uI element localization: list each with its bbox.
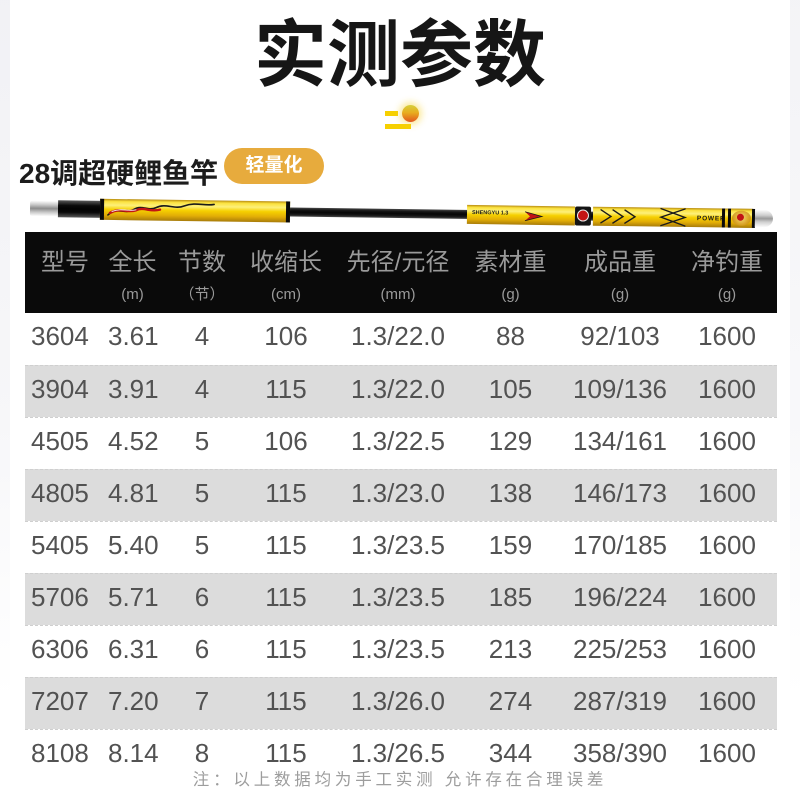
svg-text:SHENGYU 1.3: SHENGYU 1.3 (472, 210, 508, 217)
